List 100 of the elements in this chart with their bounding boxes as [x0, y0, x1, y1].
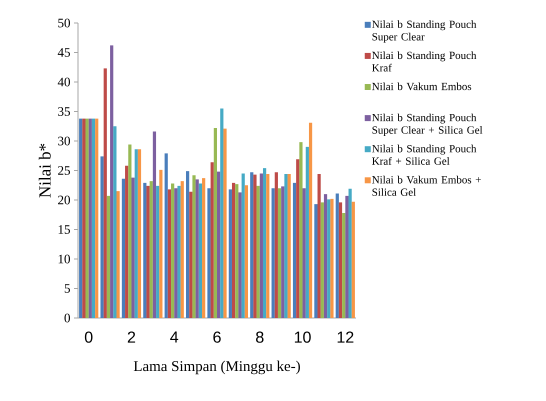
bar — [146, 186, 150, 318]
bar — [262, 168, 266, 318]
bar — [242, 173, 245, 318]
bar — [220, 108, 224, 318]
bar — [198, 183, 202, 318]
bar — [164, 153, 168, 318]
bar — [79, 118, 82, 318]
bar — [85, 118, 89, 318]
bar — [156, 186, 160, 318]
bar — [318, 174, 321, 318]
bar — [210, 162, 214, 318]
bar — [168, 189, 172, 318]
bar — [302, 188, 306, 318]
bar — [330, 198, 334, 318]
bar — [284, 174, 288, 318]
x-tick-label: 8 — [256, 332, 264, 343]
bar — [106, 196, 110, 318]
y-tick-label: 15 — [58, 225, 70, 234]
x-tick-label: 0 — [84, 332, 92, 343]
y-tick-label: 25 — [58, 166, 70, 175]
bar — [110, 45, 114, 318]
bar — [134, 149, 138, 318]
bar — [207, 188, 211, 318]
bar — [256, 186, 260, 318]
bar — [250, 172, 254, 318]
bar — [131, 178, 135, 318]
bar — [82, 118, 86, 318]
x-tick-label: 12 — [338, 332, 354, 343]
bar — [113, 126, 116, 318]
bar — [281, 186, 284, 318]
bar — [238, 192, 242, 318]
bar — [345, 196, 349, 318]
legend-label: Nilai b Vakum Embos + Silica Gel — [372, 176, 481, 196]
bar — [235, 184, 238, 318]
bar — [320, 202, 324, 318]
y-tick-label: 0 — [64, 314, 70, 322]
bar — [177, 186, 181, 318]
x-tick-label: 10 — [294, 332, 311, 343]
bar — [278, 188, 282, 318]
bar — [214, 128, 218, 318]
bar — [272, 188, 275, 318]
bar — [244, 185, 248, 318]
bar — [150, 181, 153, 318]
y-tick-label: 50 — [58, 18, 70, 28]
bar — [122, 178, 126, 318]
y-tick-label: 5 — [64, 284, 70, 293]
legend-label: Nilai b Standing Pouch Super Clear + Silica Gel — [372, 114, 482, 136]
bar — [202, 178, 206, 318]
bar — [92, 118, 96, 318]
bar — [223, 128, 227, 318]
y-tick-label: 30 — [58, 136, 70, 146]
bar — [324, 194, 328, 318]
x-axis-title: Lama Simpan (Minggu ke-) — [134, 360, 300, 374]
bar — [296, 159, 300, 318]
bar — [260, 173, 263, 318]
bar — [308, 122, 312, 318]
bar — [125, 166, 128, 318]
bar — [186, 171, 190, 318]
bar — [292, 182, 296, 318]
bar — [266, 174, 270, 318]
x-tick-label: 2 — [128, 332, 136, 343]
bar — [217, 172, 220, 318]
legend-label: Nilai b Standing Pouch Kraf — [372, 51, 476, 72]
bar — [189, 192, 192, 318]
bar — [288, 174, 291, 318]
bar — [342, 212, 346, 318]
y-tick-label: 20 — [58, 196, 70, 204]
bar — [180, 181, 184, 318]
bar — [228, 189, 232, 318]
bar — [196, 179, 199, 318]
bar — [348, 188, 352, 318]
bar — [138, 149, 142, 318]
bar — [306, 146, 309, 318]
bar — [314, 204, 318, 318]
bar — [143, 182, 146, 318]
bar — [128, 144, 132, 318]
x-tick-label: 4 — [170, 332, 178, 342]
bar — [336, 194, 339, 318]
bar — [232, 182, 236, 318]
bar — [159, 170, 162, 318]
y-axis-title: Nilai b* — [38, 144, 51, 198]
y-tick-label: 45 — [58, 48, 70, 57]
bar — [88, 118, 92, 318]
bar — [174, 188, 178, 318]
bar — [192, 175, 196, 318]
bar — [171, 183, 174, 318]
y-tick-label: 40 — [58, 78, 70, 86]
bar — [274, 172, 278, 318]
bar — [299, 142, 303, 318]
bar — [327, 199, 330, 318]
bar — [104, 68, 107, 318]
bar — [253, 174, 257, 318]
bar — [352, 202, 355, 318]
legend-label: Nilai b Standing Pouch Kraf + Silica Gel — [372, 144, 476, 165]
legend-label: Nilai b Standing Pouch Super Clear — [372, 20, 476, 43]
y-tick-label: 10 — [58, 254, 70, 264]
bar — [95, 118, 98, 318]
legend-label: Nilai b Vakum Embos — [372, 82, 472, 90]
bar — [100, 156, 104, 318]
y-tick-label: 35 — [58, 107, 70, 116]
